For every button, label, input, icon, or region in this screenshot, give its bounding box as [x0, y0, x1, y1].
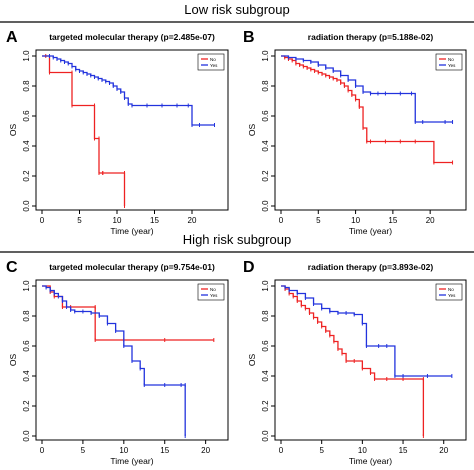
x-tick-label: 5 [81, 446, 86, 455]
legend-box [197, 283, 225, 301]
survival-curve-no [281, 285, 425, 436]
survival-curve-yes [42, 285, 186, 436]
y-tick-label: 0.6 [22, 340, 31, 352]
y-tick-label: 0.6 [22, 110, 31, 122]
legend-label: No [210, 57, 216, 62]
y-tick-label: 0.2 [261, 170, 270, 182]
x-axis-label: Time (year) [110, 456, 153, 466]
legend-box [435, 283, 463, 301]
x-axis-label: Time (year) [349, 226, 392, 236]
survival-curve-yes [281, 285, 452, 377]
y-axis-label: OS [247, 124, 257, 137]
x-axis-label: Time (year) [110, 226, 153, 236]
x-tick-label: 0 [40, 216, 45, 225]
y-tick-label: 0.0 [261, 430, 270, 442]
plot-frame [274, 279, 467, 441]
high-risk-heading: High risk subgroup [183, 232, 291, 247]
x-tick-label: 20 [201, 446, 210, 455]
y-axis-label: OS [247, 354, 257, 367]
y-tick-label: 0.4 [261, 370, 270, 382]
legend-label: Yes [448, 293, 456, 298]
x-tick-label: 10 [358, 446, 367, 455]
chart-title: targeted molecular therapy (p=9.754e-01) [49, 262, 215, 272]
panel-label: A [6, 29, 18, 46]
survival-curve-no [42, 285, 214, 341]
x-tick-label: 15 [388, 216, 397, 225]
x-tick-label: 5 [316, 216, 321, 225]
y-tick-label: 1.0 [22, 280, 31, 292]
y-tick-label: 0.0 [261, 200, 270, 212]
y-tick-label: 1.0 [261, 280, 270, 292]
x-tick-label: 5 [319, 446, 324, 455]
x-tick-label: 5 [77, 216, 82, 225]
plot-frame [35, 279, 229, 441]
y-tick-label: 1.0 [261, 50, 270, 62]
low-risk-heading: Low risk subgroup [184, 2, 290, 17]
legend-label: Yes [210, 293, 218, 298]
x-tick-label: 20 [426, 216, 435, 225]
y-tick-label: 0.8 [261, 80, 270, 92]
x-tick-label: 20 [188, 216, 197, 225]
legend-label: No [448, 57, 454, 62]
chart-title: radiation therapy (p=5.188e-02) [308, 32, 434, 42]
x-tick-label: 15 [399, 446, 408, 455]
y-tick-label: 0.6 [261, 340, 270, 352]
plot-frame [274, 49, 467, 211]
x-tick-label: 0 [279, 216, 284, 225]
plot-frame [35, 49, 229, 211]
y-tick-label: 1.0 [22, 50, 31, 62]
x-tick-label: 10 [351, 216, 360, 225]
y-tick-label: 0.4 [22, 370, 31, 382]
x-tick-label: 20 [439, 446, 448, 455]
legend-box [435, 53, 463, 71]
survival-curve-no [42, 55, 126, 206]
y-tick-label: 0.0 [22, 200, 31, 212]
chart-title: targeted molecular therapy (p=2.485e-07) [49, 32, 215, 42]
y-tick-label: 0.0 [22, 430, 31, 442]
survival-curve-yes [42, 55, 215, 126]
y-tick-label: 0.2 [261, 400, 270, 412]
panel-label: B [243, 29, 255, 46]
panel-label: D [243, 259, 255, 276]
x-axis-label: Time (year) [349, 456, 392, 466]
y-axis-label: OS [8, 124, 18, 137]
legend-label: Yes [448, 63, 456, 68]
legend-label: No [210, 287, 216, 292]
legend-box [197, 53, 225, 71]
legend-label: No [448, 287, 454, 292]
y-tick-label: 0.2 [22, 400, 31, 412]
y-tick-label: 0.2 [22, 170, 31, 182]
survival-curve-no [281, 55, 453, 164]
x-tick-label: 10 [113, 216, 122, 225]
y-tick-label: 0.6 [261, 110, 270, 122]
x-tick-label: 0 [279, 446, 284, 455]
y-tick-label: 0.8 [22, 80, 31, 92]
legend-label: Yes [210, 63, 218, 68]
y-tick-label: 0.4 [22, 140, 31, 152]
x-tick-label: 10 [119, 446, 128, 455]
panel-label: C [6, 259, 18, 276]
x-tick-label: 15 [150, 216, 159, 225]
y-tick-label: 0.4 [261, 140, 270, 152]
y-axis-label: OS [8, 354, 18, 367]
x-tick-label: 15 [160, 446, 169, 455]
y-tick-label: 0.8 [261, 310, 270, 322]
y-tick-label: 0.8 [22, 310, 31, 322]
chart-title: radiation therapy (p=3.893e-02) [308, 262, 434, 272]
x-tick-label: 0 [40, 446, 45, 455]
